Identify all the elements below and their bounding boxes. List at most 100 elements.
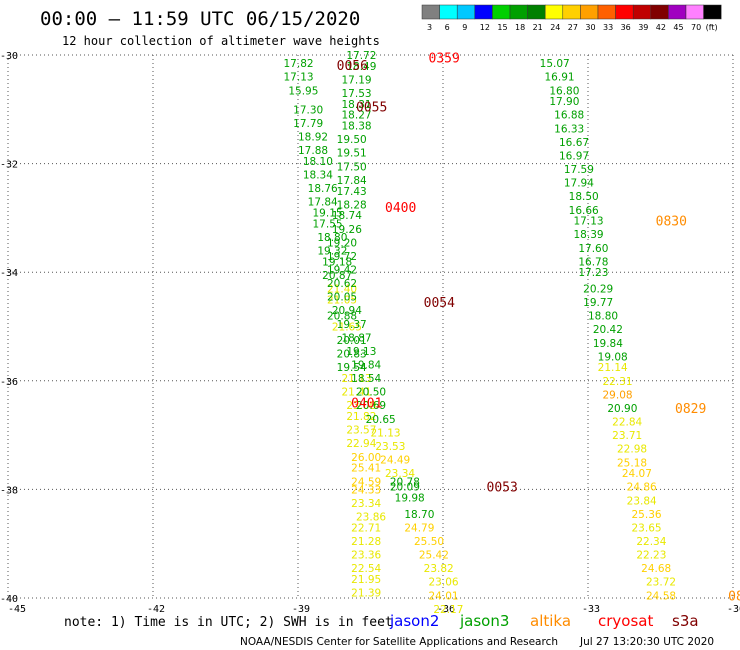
swh-value: 15.95 bbox=[288, 85, 318, 97]
swh-value: 17.53 bbox=[342, 88, 372, 100]
legend-swatch bbox=[580, 4, 599, 20]
time-label: 0401 bbox=[351, 397, 382, 412]
y-tick-label: -34 bbox=[0, 268, 18, 279]
legend-swatch bbox=[421, 4, 440, 20]
swh-value: 23.86 bbox=[356, 512, 386, 524]
legend-label: 33 bbox=[603, 23, 613, 32]
swh-value: 25.50 bbox=[414, 536, 444, 548]
legend-label: 70 bbox=[691, 23, 701, 32]
swh-value: 18.31 bbox=[342, 99, 372, 111]
swh-value: 17.72 bbox=[346, 50, 376, 62]
satellite-name: jason3 bbox=[459, 612, 509, 630]
legend-label: 18 bbox=[515, 23, 525, 32]
legend-label: 6 bbox=[445, 23, 450, 32]
swh-value: 19.08 bbox=[598, 351, 628, 363]
swh-value: 18.92 bbox=[298, 131, 328, 143]
swh-value: 23.34 bbox=[385, 468, 415, 480]
swh-value: 21.40 bbox=[327, 283, 357, 295]
swh-value: 21.13 bbox=[371, 427, 401, 439]
swh-value: 20.09 bbox=[390, 482, 420, 494]
legend-label: 36 bbox=[621, 23, 631, 32]
time-label: 0829 bbox=[675, 402, 706, 417]
swh-value: 19.84 bbox=[593, 338, 623, 350]
swh-value: 20.05 bbox=[327, 292, 357, 304]
swh-value: 17.43 bbox=[337, 186, 367, 198]
swh-value: 20.29 bbox=[583, 283, 613, 295]
time-label: 08 bbox=[728, 589, 740, 604]
swh-value: 17.90 bbox=[549, 96, 579, 108]
legend-label: 30 bbox=[585, 23, 595, 32]
swh-value: 23.71 bbox=[612, 430, 642, 442]
legend-swatch bbox=[615, 4, 634, 20]
time-label: 0053 bbox=[487, 481, 518, 496]
x-tick-label: -42 bbox=[147, 604, 165, 615]
swh-value: 19.18 bbox=[322, 256, 352, 268]
y-tick-label: -40 bbox=[0, 594, 18, 605]
swh-value: 19.15 bbox=[313, 207, 343, 219]
swh-value: 19.20 bbox=[327, 237, 357, 249]
legend-label: 3 bbox=[427, 23, 432, 32]
legend-label: 39 bbox=[638, 23, 648, 32]
plot-grid bbox=[7, 54, 734, 599]
swh-value: 20.94 bbox=[332, 305, 362, 317]
swh-value: 24.59 bbox=[351, 476, 381, 488]
swh-value: 21.39 bbox=[351, 588, 381, 600]
swh-value: 19.37 bbox=[337, 319, 367, 331]
y-tick-label: -36 bbox=[0, 377, 18, 388]
legend-label: 42 bbox=[656, 23, 666, 32]
credit-text: NOAA/NESDIS Center for Satellite Applica… bbox=[240, 636, 558, 648]
swh-value: 23.84 bbox=[627, 495, 657, 507]
swh-value: 25.42 bbox=[419, 550, 449, 562]
axis-ticks: -30 -32 -34 -36 -38 -40-45 -42 -39 -36 -33 -30 bbox=[0, 51, 740, 615]
swh-value: 21.95 bbox=[351, 574, 381, 586]
y-tick-label: -32 bbox=[0, 160, 18, 171]
swh-value: 17.60 bbox=[578, 243, 608, 255]
swh-value: 21.05 bbox=[327, 294, 357, 306]
swh-value: 19.84 bbox=[351, 360, 381, 372]
y-tick-label: -38 bbox=[0, 485, 18, 496]
swh-value: 17.82 bbox=[284, 58, 314, 70]
swh-value: 19.51 bbox=[337, 148, 367, 160]
swh-value: 18.54 bbox=[351, 373, 381, 385]
swh-value: 18.87 bbox=[342, 332, 372, 344]
swh-value: 17.30 bbox=[293, 104, 323, 116]
swh-value: 18.74 bbox=[332, 210, 362, 222]
legend-swatch bbox=[439, 4, 458, 20]
swh-value: 18.27 bbox=[342, 110, 372, 122]
swh-value: 18.10 bbox=[303, 156, 333, 168]
time-label: 0400 bbox=[385, 201, 416, 216]
swh-value: 22.54 bbox=[351, 563, 381, 575]
legend-swatch bbox=[668, 4, 687, 20]
legend-swatch bbox=[632, 4, 652, 20]
swh-value: 24.07 bbox=[622, 468, 652, 480]
swh-value: 16.78 bbox=[578, 256, 608, 268]
legend-label: 27 bbox=[568, 23, 578, 32]
swh-value: 21.13 bbox=[342, 373, 372, 385]
swh-value: 20.90 bbox=[607, 403, 637, 415]
swh-value: 17.55 bbox=[313, 218, 343, 230]
swh-value: 19.42 bbox=[327, 264, 357, 276]
swh-value: 18.34 bbox=[303, 169, 333, 181]
time-label: 0055 bbox=[356, 101, 387, 116]
legend-swatch bbox=[650, 4, 669, 20]
swh-value: 22.94 bbox=[346, 438, 376, 450]
swh-value: 20.87 bbox=[322, 270, 352, 282]
swh-value: 17.50 bbox=[337, 161, 367, 173]
swh-value: 24.01 bbox=[429, 590, 459, 602]
swh-value: 20.62 bbox=[327, 278, 357, 290]
swh-value: 23.82 bbox=[424, 563, 454, 575]
satellite-name: altika bbox=[530, 612, 571, 630]
legend-label: 21 bbox=[533, 23, 543, 32]
color-legend: 3 6 9 12 15 18 21 24 27 30 33 36 39 42 45 70 (ft) bbox=[421, 4, 722, 32]
swh-value: 19.50 bbox=[337, 134, 367, 146]
swh-value: 17.84 bbox=[308, 197, 338, 209]
swh-value: 24.68 bbox=[641, 563, 671, 575]
swh-value: 25.18 bbox=[617, 457, 647, 469]
chart-title: 00:00 – 11:59 UTC 06/15/2020 bbox=[40, 8, 360, 30]
legend-swatch bbox=[527, 4, 546, 20]
swh-value: 19.77 bbox=[583, 297, 613, 309]
swh-value: 18.39 bbox=[574, 229, 604, 241]
legend-label: 15 bbox=[497, 23, 507, 32]
swh-value: 29.08 bbox=[603, 389, 633, 401]
